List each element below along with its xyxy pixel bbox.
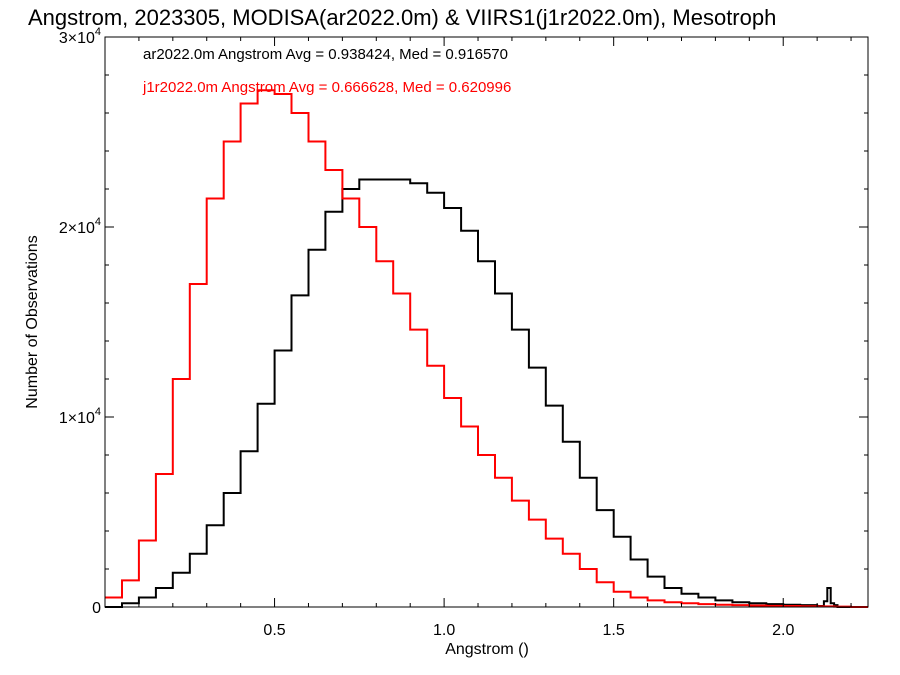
chart-title: Angstrom, 2023305, MODISA(ar2022.0m) & V… [28,5,776,30]
x-axis-label: Angstrom () [445,641,529,658]
plot-frame [104,36,869,608]
x-tick-label: 2.0 [772,622,794,639]
series-line-1 [105,89,868,608]
series-layer [105,89,868,608]
x-tick-label: 1.5 [603,622,625,639]
y-tick-label: 2×104 [59,216,101,237]
y-tick-label: 1×104 [59,406,101,427]
y-axis-label: Number of Observations [24,235,41,408]
y-tick-label: 3×104 [59,26,101,47]
y-tick-label: 0 [92,600,101,617]
tick-layer: 0.5 1.0 1.5 2.0 0 1×104 2×104 3×104 [59,26,868,639]
x-tick-label: 1.0 [433,622,455,639]
annotation-black: ar2022.0m Angstrom Avg = 0.938424, Med =… [143,46,508,63]
series-line-0 [105,178,868,608]
x-tick-label: 0.5 [263,622,285,639]
annotation-red: j1r2022.0m Angstrom Avg = 0.666628, Med … [142,79,511,96]
